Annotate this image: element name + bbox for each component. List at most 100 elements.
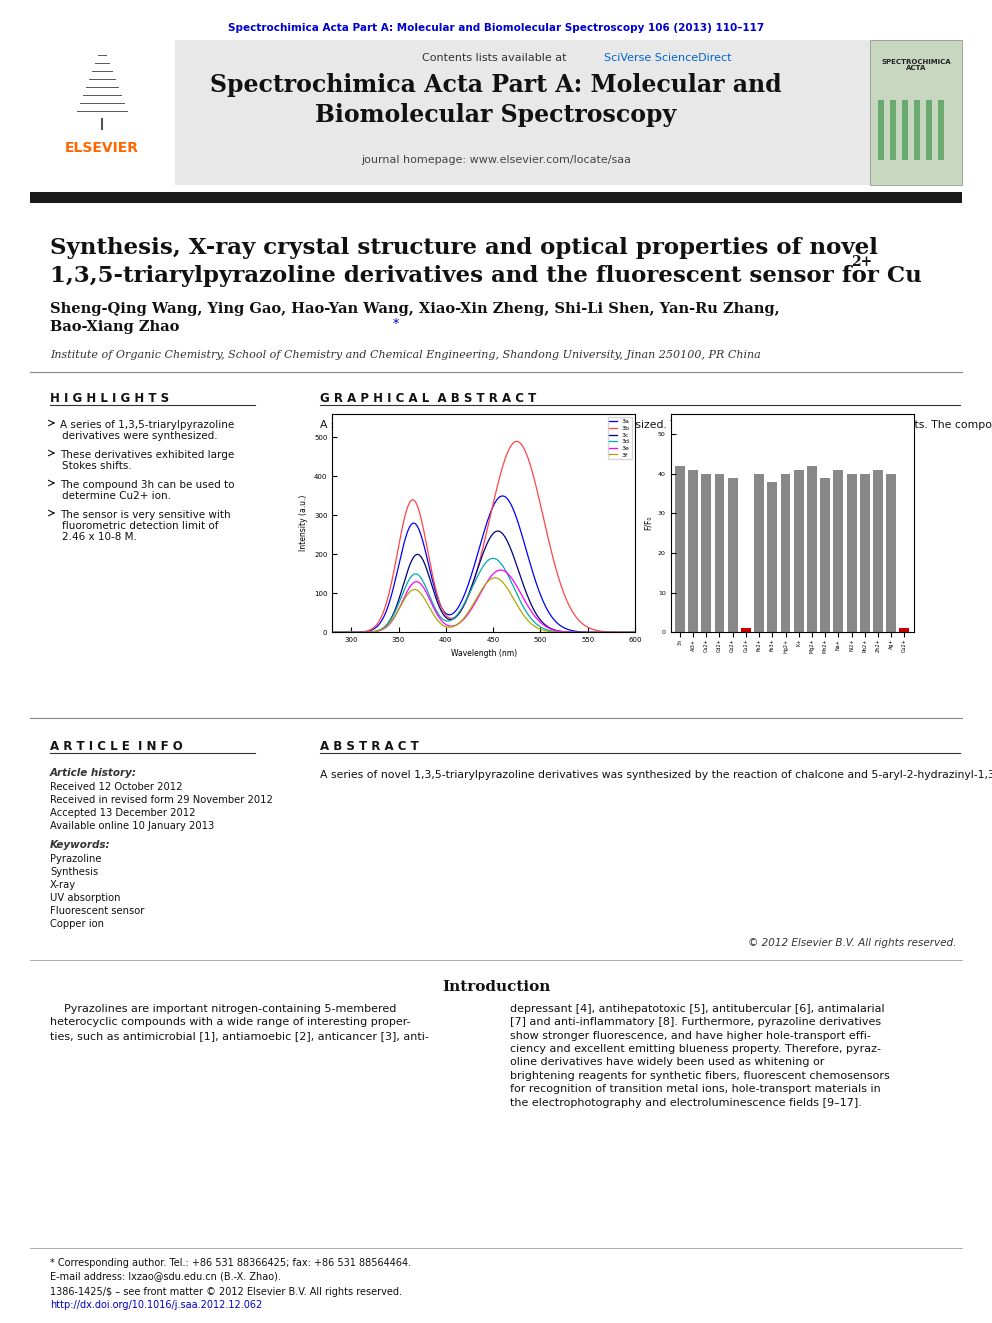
Text: ELSEVIER: ELSEVIER <box>65 142 139 155</box>
Line: 3b: 3b <box>332 442 635 632</box>
Bar <box>926 101 932 160</box>
Bar <box>860 474 870 632</box>
Text: A R T I C L E  I N F O: A R T I C L E I N F O <box>50 740 183 753</box>
Text: Pyrazoline: Pyrazoline <box>50 855 101 864</box>
Text: Keywords:: Keywords: <box>50 840 111 849</box>
Line: 3e: 3e <box>332 570 635 632</box>
Y-axis label: F/F₀: F/F₀ <box>643 516 653 531</box>
Y-axis label: Intensity (a.u.): Intensity (a.u.) <box>300 495 309 552</box>
Bar <box>820 478 830 632</box>
Text: fluorometric detection limit of: fluorometric detection limit of <box>62 521 218 531</box>
Text: Synthesis: Synthesis <box>50 867 98 877</box>
3c <box>380 618 392 634</box>
3c <box>492 523 504 538</box>
Bar <box>768 482 778 632</box>
Text: Synthesis, X-ray crystal structure and optical properties of novel
1,3,5-triaryl: Synthesis, X-ray crystal structure and o… <box>50 237 922 287</box>
3d <box>380 618 392 634</box>
Text: *: * <box>393 318 399 331</box>
Text: journal homepage: www.elsevier.com/locate/saa: journal homepage: www.elsevier.com/locat… <box>361 155 631 165</box>
Text: © 2012 Elsevier B.V. All rights reserved.: © 2012 Elsevier B.V. All rights reserved… <box>748 938 956 949</box>
Text: determine Cu2+ ion.: determine Cu2+ ion. <box>62 491 171 501</box>
Text: X-ray: X-ray <box>50 880 76 890</box>
3d <box>463 586 475 602</box>
3e <box>529 609 541 624</box>
Text: Sheng-Qing Wang, Ying Gao, Hao-Yan Wang, Xiao-Xin Zheng, Shi-Li Shen, Yan-Ru Zha: Sheng-Qing Wang, Ying Gao, Hao-Yan Wang,… <box>50 302 780 335</box>
X-axis label: Wavelength (nm): Wavelength (nm) <box>450 648 517 658</box>
3c <box>529 603 541 619</box>
3d <box>487 550 499 566</box>
Bar <box>675 466 684 632</box>
Text: SPECTROCHIMICA
ACTA: SPECTROCHIMICA ACTA <box>881 58 950 71</box>
Bar <box>806 466 816 632</box>
Text: Available online 10 January 2013: Available online 10 January 2013 <box>50 822 214 831</box>
3d <box>555 624 566 640</box>
Line: 3a: 3a <box>332 496 635 632</box>
Text: 1386-1425/$ – see front matter © 2012 Elsevier B.V. All rights reserved.: 1386-1425/$ – see front matter © 2012 El… <box>50 1287 402 1297</box>
3c <box>463 585 475 601</box>
Bar <box>890 101 896 160</box>
3a <box>380 605 392 620</box>
3e <box>404 578 416 594</box>
Text: http://dx.doi.org/10.1016/j.saa.2012.12.062: http://dx.doi.org/10.1016/j.saa.2012.12.… <box>50 1301 262 1310</box>
3d <box>326 624 338 640</box>
Text: H I G H L I G H T S: H I G H L I G H T S <box>50 392 169 405</box>
Text: Institute of Organic Chemistry, School of Chemistry and Chemical Engineering, Sh: Institute of Organic Chemistry, School o… <box>50 351 761 360</box>
Text: * Corresponding author. Tel.: +86 531 88366425; fax: +86 531 88564464.: * Corresponding author. Tel.: +86 531 88… <box>50 1258 411 1267</box>
Bar <box>902 101 908 160</box>
Bar <box>873 470 883 632</box>
Text: 2+: 2+ <box>851 255 872 269</box>
Text: Fluorescent sensor: Fluorescent sensor <box>50 906 145 916</box>
Text: Received 12 October 2012: Received 12 October 2012 <box>50 782 183 792</box>
3a <box>529 572 541 587</box>
3a <box>497 488 509 504</box>
Text: A series of 1,3,5-triarylpyrazoline derivatives were synthesized. These derivati: A series of 1,3,5-triarylpyrazoline deri… <box>320 419 992 430</box>
3e <box>495 562 507 578</box>
Bar <box>870 40 962 185</box>
Text: Stokes shifts.: Stokes shifts. <box>62 460 132 471</box>
Text: Spectrochimica Acta Part A: Molecular and
Biomolecular Spectroscopy: Spectrochimica Acta Part A: Molecular an… <box>210 73 782 127</box>
Legend: 3a, 3b, 3c, 3d, 3e, 3f: 3a, 3b, 3c, 3d, 3e, 3f <box>607 417 632 459</box>
3d <box>529 615 541 631</box>
Bar <box>781 474 791 632</box>
3b <box>505 438 517 454</box>
Bar <box>688 470 698 632</box>
Text: Copper ion: Copper ion <box>50 919 104 929</box>
3f <box>463 603 475 619</box>
3b <box>555 577 566 593</box>
3f <box>404 583 416 599</box>
Text: Spectrochimica Acta Part A: Molecular and Biomolecular Spectroscopy 106 (2013) 1: Spectrochimica Acta Part A: Molecular an… <box>228 22 764 33</box>
3b <box>380 597 392 613</box>
Text: SciVerse ScienceDirect: SciVerse ScienceDirect <box>604 53 731 64</box>
3b <box>529 474 541 490</box>
3f <box>505 586 517 602</box>
Bar <box>794 470 804 632</box>
3c <box>629 624 641 640</box>
Text: UV absorption: UV absorption <box>50 893 120 904</box>
3e <box>380 619 392 635</box>
3d <box>404 570 416 586</box>
Line: 3c: 3c <box>332 531 635 632</box>
3f <box>555 624 566 640</box>
3c <box>555 623 566 639</box>
Text: Introduction: Introduction <box>441 980 551 994</box>
Text: The compound 3h can be used to: The compound 3h can be used to <box>60 480 234 490</box>
3f <box>629 624 641 640</box>
Bar <box>714 474 724 632</box>
Bar <box>30 40 175 185</box>
Text: Contents lists available at: Contents lists available at <box>422 53 570 64</box>
Text: 2.46 x 10-8 M.: 2.46 x 10-8 M. <box>62 532 137 542</box>
Bar <box>886 474 896 632</box>
Bar <box>30 192 962 202</box>
Bar <box>701 474 711 632</box>
3c <box>505 542 517 558</box>
Text: Accepted 13 December 2012: Accepted 13 December 2012 <box>50 808 195 818</box>
3e <box>555 623 566 639</box>
3f <box>380 619 392 635</box>
3d <box>629 624 641 640</box>
3f <box>489 570 501 586</box>
3f <box>529 619 541 635</box>
3f <box>326 624 338 640</box>
3e <box>463 605 475 620</box>
Bar <box>878 101 884 160</box>
3a <box>463 574 475 590</box>
